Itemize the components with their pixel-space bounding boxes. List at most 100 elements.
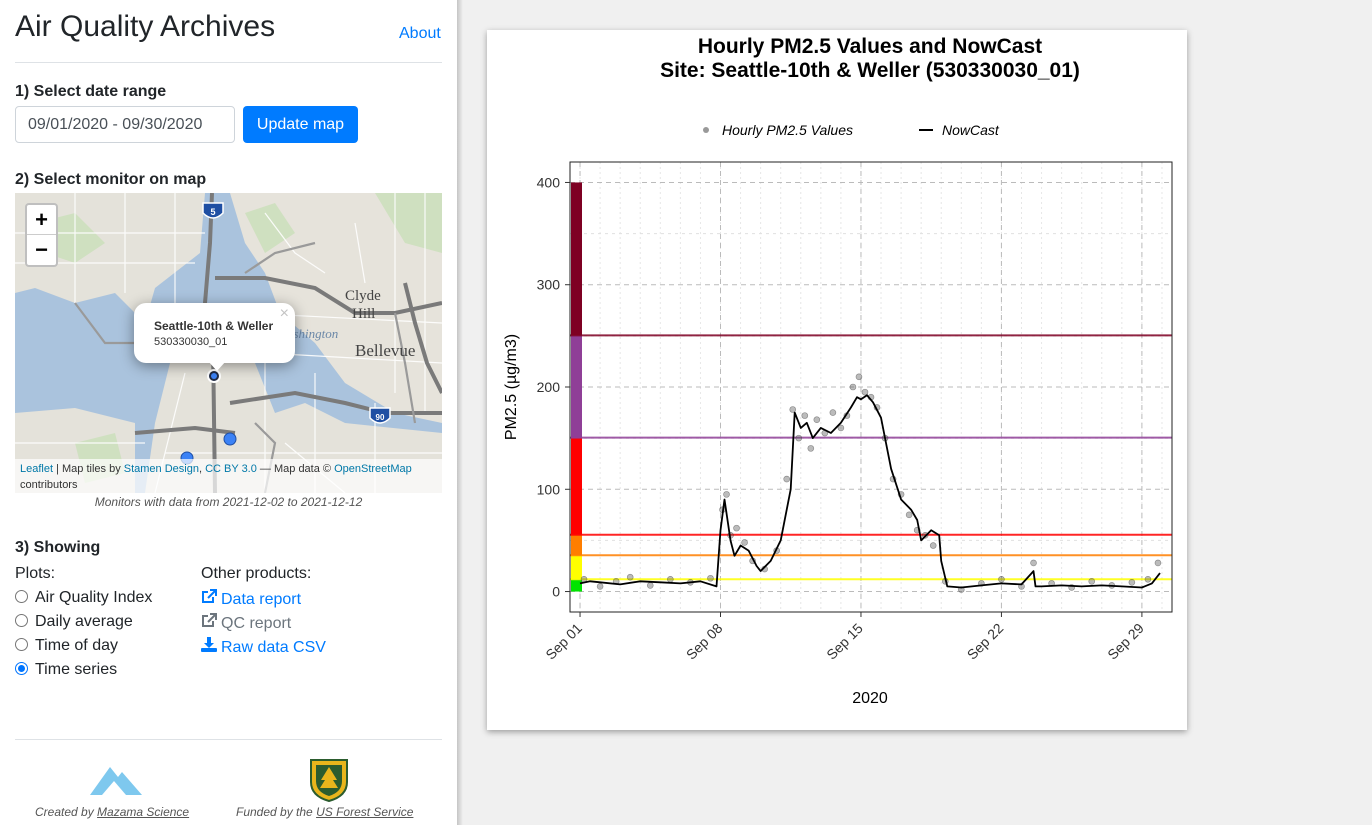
popup-site-id: 530330030_01 — [154, 336, 228, 348]
radio-time-series[interactable] — [15, 662, 28, 675]
qc-report-link[interactable]: QC report — [201, 613, 291, 633]
radio-aqi[interactable] — [15, 590, 28, 603]
funded-by-text: Funded by the — [236, 805, 317, 819]
osm-link[interactable]: OpenStreetMap — [334, 463, 412, 475]
divider — [15, 62, 442, 63]
legend-nowcast-label: NowCast — [942, 122, 1000, 138]
sidebar-shadow — [457, 0, 463, 825]
legend-hourly-marker — [703, 127, 709, 133]
radio-label-daily-average[interactable]: Daily average — [35, 613, 133, 630]
aqi-band — [571, 534, 582, 556]
x-tick-label: Sep 15 — [823, 620, 866, 663]
legend-hourly-label: Hourly PM2.5 Values — [722, 122, 853, 138]
hourly-point — [733, 524, 740, 532]
interstate-5-label: 5 — [210, 207, 215, 217]
interstate-90-shield-icon: 90 — [369, 407, 391, 424]
created-by-note: Created by Mazama Science — [35, 805, 189, 819]
interstate-90-label: 90 — [376, 413, 385, 422]
hourly-point — [837, 424, 845, 432]
map-label-bellevue: Bellevue — [355, 341, 415, 360]
monitor-marker-selected-dot — [211, 373, 217, 379]
y-tick-label: 200 — [537, 379, 561, 395]
plots-label: Plots: — [15, 565, 56, 582]
zoom-in-button[interactable]: + — [27, 205, 56, 235]
hourly-point — [807, 445, 815, 452]
nowcast-line — [579, 394, 1161, 589]
cc-link[interactable]: CC BY 3.0 — [205, 463, 257, 475]
external-link-icon — [202, 589, 217, 603]
step2-heading: 2) Select monitor on map — [15, 171, 207, 188]
interstate-5-shield-icon: 5 — [202, 202, 224, 219]
aqi-band — [571, 437, 582, 535]
hourly-point — [646, 582, 654, 589]
leaflet-link[interactable]: Leaflet — [20, 463, 54, 475]
attribution-text: | Map tiles by — [53, 463, 124, 475]
raw-data-csv-label: Raw data CSV — [221, 639, 326, 656]
zoom-control: + − — [25, 203, 58, 267]
hourly-point — [1154, 559, 1162, 567]
chart-panel: Hourly PM2.5 Values and NowCast Site: Se… — [487, 30, 1187, 730]
chart-subtitle: Site: Seattle-10th & Weller (530330030_0… — [660, 59, 1080, 82]
zoom-out-button[interactable]: − — [35, 237, 48, 262]
radio-label-time-series[interactable]: Time series — [35, 661, 118, 678]
about-link[interactable]: About — [399, 25, 441, 42]
monitor-marker[interactable] — [223, 432, 237, 446]
attribution-text: — Map data © — [256, 463, 335, 475]
hourly-point — [801, 412, 809, 419]
monitor-map[interactable]: Clyde Hill Bellevue ashington 5 90 + − S… — [15, 193, 442, 493]
chart-title: Hourly PM2.5 Values and NowCast — [698, 35, 1042, 58]
monitor-popup: Seattle-10th & Weller 530330030_01 × — [134, 303, 295, 363]
attribution-contributors: contributors — [20, 479, 78, 491]
data-report-label: Data report — [221, 591, 302, 608]
y-tick-label: 0 — [552, 584, 560, 600]
radio-time-of-day[interactable] — [15, 638, 28, 651]
update-map-button[interactable]: Update map — [243, 106, 358, 143]
hourly-point — [1144, 575, 1152, 583]
mazama-link[interactable]: Mazama Science — [97, 805, 190, 819]
x-tick-label: Sep 22 — [964, 620, 1007, 663]
other-products-label: Other products: — [201, 565, 312, 582]
hourly-point — [596, 583, 604, 590]
hourly-point — [795, 434, 803, 442]
created-by-text: Created by — [35, 805, 98, 819]
usfs-badge-icon — [310, 759, 348, 802]
x-tick-label: Sep 08 — [683, 620, 726, 663]
y-axis-label: PM2.5 (µg/m3) — [503, 334, 520, 440]
popup-tip — [208, 361, 226, 371]
map-label-hill: Hill — [352, 306, 375, 322]
external-link-icon — [202, 613, 217, 627]
raw-data-csv-link[interactable]: Raw data CSV — [201, 637, 326, 657]
hourly-point — [855, 373, 863, 381]
radio-label-aqi[interactable]: Air Quality Index — [35, 589, 153, 606]
y-tick-label: 400 — [537, 174, 561, 190]
data-report-link[interactable]: Data report — [201, 589, 301, 609]
hourly-point — [789, 406, 797, 413]
radio-label-time-of-day[interactable]: Time of day — [35, 637, 118, 654]
y-tick-label: 300 — [537, 277, 561, 293]
stamen-link[interactable]: Stamen Design — [123, 463, 199, 475]
date-range-input[interactable] — [15, 106, 235, 143]
funded-by-note: Funded by the US Forest Service — [236, 805, 413, 819]
attribution-sep: , — [198, 463, 206, 475]
y-tick-label: 100 — [537, 481, 561, 497]
hourly-point — [849, 383, 857, 391]
sidebar: Air Quality Archives About 1) Select dat… — [0, 0, 457, 825]
aqi-band — [571, 335, 582, 438]
hourly-point — [813, 416, 821, 424]
hourly-point — [829, 409, 837, 416]
radio-daily-average[interactable] — [15, 614, 28, 627]
footer-divider — [15, 739, 442, 740]
popup-close-button[interactable]: × — [279, 305, 289, 322]
hourly-point — [1128, 579, 1136, 586]
hourly-point — [905, 511, 913, 519]
popup-site-name: Seattle-10th & Weller — [154, 319, 274, 333]
usfs-link[interactable]: US Forest Service — [316, 805, 414, 819]
mazama-logo-icon — [90, 767, 142, 795]
aqi-band — [571, 579, 582, 592]
x-tick-label: Sep 01 — [542, 620, 585, 663]
hourly-point — [707, 574, 714, 582]
hourly-point — [1030, 559, 1037, 567]
hourly-point — [929, 542, 937, 549]
map-label-clyde: Clyde — [345, 288, 381, 304]
hourly-point — [861, 388, 869, 396]
